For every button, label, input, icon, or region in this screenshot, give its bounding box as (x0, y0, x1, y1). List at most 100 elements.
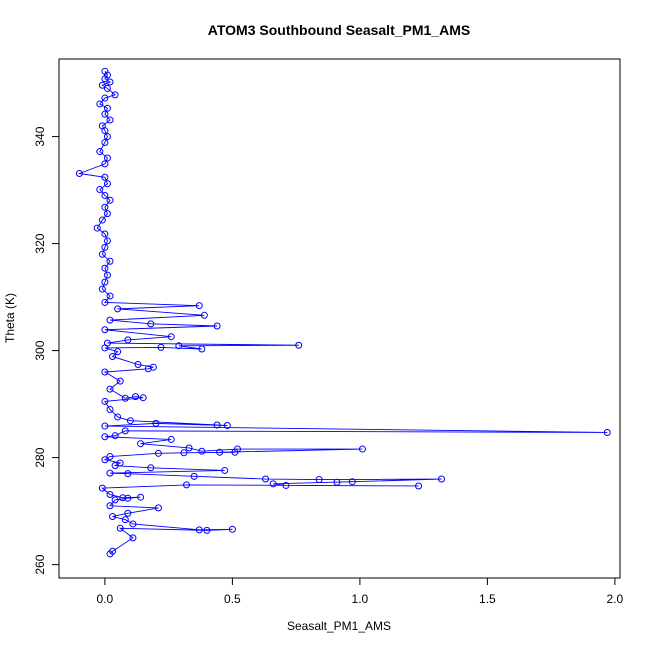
data-point (183, 481, 190, 489)
data-point (106, 550, 114, 558)
data-point (180, 449, 188, 457)
data-point (111, 462, 119, 470)
data-point (106, 257, 114, 265)
data-point (101, 298, 109, 306)
data-point (103, 154, 111, 162)
x-axis-label: Seasalt_PM1_AMS (287, 619, 391, 633)
data-point (154, 449, 162, 457)
data-point (195, 302, 203, 310)
data-point (111, 91, 119, 99)
data-point (75, 170, 83, 177)
data-point (103, 271, 111, 279)
y-axis: 260 280 300 320 340 (33, 126, 60, 575)
data-point (98, 285, 106, 293)
data-point (98, 216, 106, 224)
data-point (126, 417, 134, 425)
data-point (106, 116, 114, 124)
data-point (124, 509, 132, 517)
x-tick-label: 1.5 (479, 592, 496, 606)
data-point (195, 526, 203, 534)
data-point (190, 472, 198, 480)
data-point (101, 191, 109, 199)
data-point (198, 447, 206, 455)
data-point (106, 292, 114, 300)
data-point (147, 464, 155, 472)
data-point (101, 173, 109, 181)
data-point (101, 344, 109, 352)
data-point (358, 445, 366, 453)
data-point (121, 516, 129, 524)
data-point (101, 422, 109, 430)
y-axis-label: Theta (K) (3, 293, 17, 343)
data-point (132, 393, 139, 401)
data-point (103, 84, 111, 92)
data-point (157, 343, 165, 351)
data-point (103, 133, 111, 141)
data-point (295, 341, 303, 349)
data-point (124, 494, 132, 502)
data-point (96, 148, 104, 156)
data-point (124, 336, 132, 344)
data-point (109, 512, 117, 520)
data-point (103, 104, 111, 112)
data-point (101, 230, 109, 238)
y-tick-label: 320 (33, 233, 47, 253)
data-point (603, 428, 611, 436)
data-point (223, 422, 231, 430)
data-point (228, 525, 236, 533)
data-point (134, 361, 142, 369)
data-point (114, 305, 122, 313)
y-tick-label: 340 (33, 126, 47, 146)
data-point (98, 250, 106, 258)
data-point (315, 476, 323, 484)
data-point (101, 368, 109, 376)
data-point (101, 243, 109, 251)
data-point (101, 138, 109, 146)
data-point (101, 127, 109, 135)
data-point (137, 440, 145, 448)
x-tick-label: 0.0 (97, 592, 114, 606)
data-point (114, 413, 122, 421)
data-point (101, 160, 109, 168)
data-point (203, 526, 211, 534)
data-point (185, 444, 193, 452)
data-point (111, 432, 119, 440)
x-tick-label: 0.5 (224, 592, 241, 606)
data-point (124, 470, 132, 478)
data-point (101, 326, 109, 334)
data-point (121, 394, 129, 402)
y-tick-label: 260 (33, 554, 47, 574)
data-point (262, 475, 270, 483)
data-point (348, 478, 356, 486)
data-point (103, 210, 111, 218)
data-point (213, 421, 221, 429)
data-point (109, 352, 117, 360)
data-point (106, 196, 114, 204)
data-point (121, 427, 129, 435)
data-point (282, 481, 290, 489)
data-point (101, 94, 109, 102)
data-point (129, 534, 137, 542)
data-point (137, 493, 145, 501)
series-layer (75, 67, 611, 558)
data-point (101, 433, 109, 441)
data-point (106, 453, 114, 461)
x-tick-label: 1.0 (352, 592, 369, 606)
data-point (98, 484, 106, 492)
data-point (98, 81, 106, 89)
data-point (216, 448, 224, 456)
data-point (111, 496, 119, 504)
data-point (221, 466, 229, 474)
data-point (175, 342, 183, 350)
chart-title: ATOM3 Southbound Seasalt_PM1_AMS (208, 22, 470, 38)
data-point (101, 278, 109, 286)
data-point (106, 502, 114, 510)
data-point (154, 504, 162, 512)
data-point (103, 237, 111, 245)
data-point (101, 203, 109, 211)
data-point (101, 456, 109, 464)
data-point (438, 475, 445, 483)
data-point (129, 520, 137, 528)
data-point (144, 365, 152, 373)
